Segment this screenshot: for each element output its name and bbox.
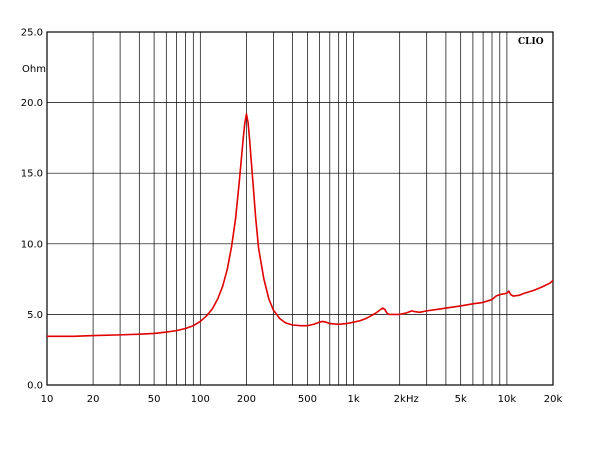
- x-unit-label: Hz: [406, 394, 419, 405]
- clio-logo: CLIO: [518, 37, 544, 47]
- x-tick-label: 1k: [348, 394, 360, 405]
- x-tick-label: 10k: [498, 394, 517, 405]
- series-group: [47, 113, 554, 338]
- y-tick-label: 5.0: [27, 310, 43, 321]
- x-tick-label: 2k: [394, 394, 406, 405]
- x-tick-labels: 10 20 50 100 200 500 1k 2k 5k 10k 20k: [41, 394, 563, 405]
- x-tick-label: 5k: [455, 394, 467, 405]
- x-tick-label: 20: [87, 394, 100, 405]
- grid-lines: [47, 32, 553, 385]
- x-tick-label: 50: [148, 394, 161, 405]
- y-tick-label: 0.0: [27, 381, 43, 392]
- x-tick-label: 200: [237, 394, 256, 405]
- x-tick-label: 10: [41, 394, 54, 405]
- plot-area: [47, 32, 553, 385]
- x-tick-label: 20k: [544, 394, 563, 405]
- plot-frame: [46, 31, 554, 386]
- impedance-curve: [47, 113, 554, 338]
- x-tick-label: 500: [298, 394, 317, 405]
- x-tick-label: 100: [191, 394, 210, 405]
- y-unit-label: Ohm: [22, 64, 46, 75]
- y-tick-label: 25.0: [21, 28, 43, 39]
- y-tick-label: 10.0: [21, 239, 43, 250]
- y-tick-label: 20.0: [21, 98, 43, 109]
- y-tick-label: 15.0: [21, 169, 43, 180]
- y-tick-labels: 0.0 5.0 10.0 15.0 20.0 25.0: [21, 28, 43, 392]
